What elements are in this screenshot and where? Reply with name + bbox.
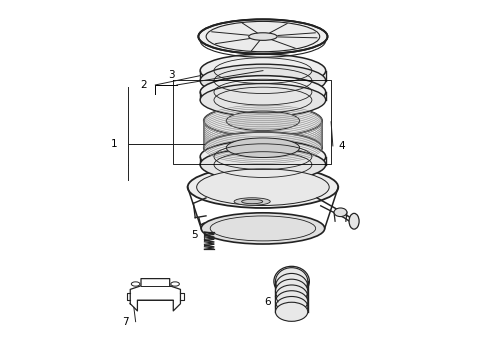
Ellipse shape xyxy=(234,198,270,205)
Ellipse shape xyxy=(274,266,309,296)
Ellipse shape xyxy=(242,199,263,204)
Ellipse shape xyxy=(198,19,327,54)
Ellipse shape xyxy=(204,132,322,163)
Ellipse shape xyxy=(171,282,179,286)
Ellipse shape xyxy=(200,64,326,97)
Text: 5: 5 xyxy=(191,230,197,240)
Ellipse shape xyxy=(349,213,359,229)
Ellipse shape xyxy=(275,268,308,295)
Ellipse shape xyxy=(196,169,329,206)
Ellipse shape xyxy=(200,76,326,109)
Ellipse shape xyxy=(334,208,347,217)
Ellipse shape xyxy=(204,105,322,136)
Text: 7: 7 xyxy=(122,317,128,327)
Text: 3: 3 xyxy=(168,69,175,80)
Ellipse shape xyxy=(226,111,299,131)
Ellipse shape xyxy=(275,279,308,304)
Ellipse shape xyxy=(249,33,277,40)
Ellipse shape xyxy=(206,21,320,52)
Ellipse shape xyxy=(200,148,326,181)
Ellipse shape xyxy=(200,54,326,87)
Ellipse shape xyxy=(200,84,326,117)
Ellipse shape xyxy=(201,213,325,244)
Ellipse shape xyxy=(226,138,299,158)
Ellipse shape xyxy=(275,291,308,312)
Text: 4: 4 xyxy=(338,141,345,151)
Ellipse shape xyxy=(200,140,326,173)
Ellipse shape xyxy=(131,282,140,286)
Text: 6: 6 xyxy=(264,297,271,307)
Text: 2: 2 xyxy=(140,80,147,90)
Ellipse shape xyxy=(275,302,308,321)
Text: 1: 1 xyxy=(111,139,118,149)
Ellipse shape xyxy=(188,166,338,208)
